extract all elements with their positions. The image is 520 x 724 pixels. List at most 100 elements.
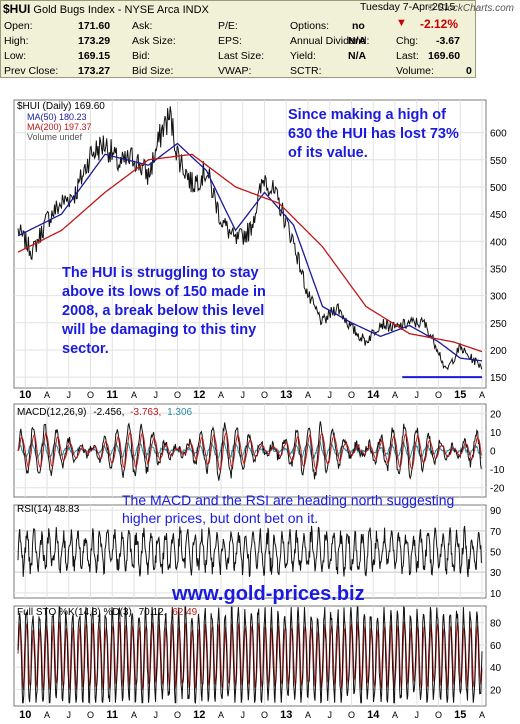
dividend-value: N/A — [348, 35, 367, 47]
x-tick-top-13: A — [305, 390, 311, 400]
x-tick-top-7: O — [174, 390, 181, 400]
y-tick-sto-0: 20 — [490, 685, 502, 696]
x-tick-top-8: 12 — [193, 389, 205, 401]
pe-label: P/E: — [218, 20, 238, 32]
x-tick-bottom-15: O — [348, 710, 355, 720]
volume-value: 0 — [466, 65, 472, 77]
x-tick-top-17: A — [392, 390, 398, 400]
legend-ma50: MA(50) 180.23 — [27, 112, 87, 122]
series-hui-line — [17, 106, 483, 371]
series-rsi-line — [17, 525, 483, 578]
x-tick-bottom-21: A — [479, 710, 485, 720]
x-tick-bottom-19: O — [435, 710, 442, 720]
x-tick-top-3: O — [87, 390, 94, 400]
y-tick-macd-1: -10 — [490, 465, 505, 476]
x-tick-bottom-2: J — [67, 710, 72, 720]
legend-rsi: RSI(14) 48.83 — [17, 504, 80, 515]
vwap-label: VWAP: — [218, 65, 252, 77]
open-label: Open: — [4, 20, 33, 32]
sto-d: 62.49 — [172, 607, 197, 618]
low-value: 169.15 — [78, 50, 111, 62]
x-tick-top-16: 14 — [367, 389, 380, 401]
x-tick-bottom-3: O — [87, 710, 94, 720]
pct-change: -2.12% — [420, 17, 459, 31]
x-tick-top-14: J — [328, 390, 333, 400]
y-tick-price-1: 200 — [490, 346, 507, 357]
legends: $HUI (Daily) 169.60 MA(50) 180.23 MA(200… — [17, 101, 198, 618]
panel-price — [13, 99, 487, 389]
high-label: High: — [4, 35, 29, 47]
y-tick-macd-4: 20 — [490, 409, 502, 420]
x-tick-top-11: O — [261, 390, 268, 400]
series-macd-histogram — [17, 439, 482, 461]
x-tick-top-9: A — [218, 390, 224, 400]
y-tick-price-3: 300 — [490, 292, 507, 303]
tick-labels: 10 10 A A J J O O 11 11 A A J J O O 12 12 A A J J O O 13 13 A A J J O O… — [19, 129, 507, 721]
x-tick-top-20: 15 — [454, 389, 466, 401]
prev-close-value: 173.27 — [78, 65, 111, 77]
x-tick-bottom-4: 11 — [106, 709, 118, 721]
low-label: Low: — [4, 50, 27, 62]
y-tick-rsi-3: 70 — [490, 527, 502, 538]
y-tick-price-9: 600 — [490, 129, 507, 140]
y-tick-price-8: 550 — [490, 156, 507, 167]
y-tick-sto-1: 40 — [490, 663, 502, 674]
last-value: 169.60 — [428, 50, 461, 62]
annotation-left: The HUI is struggling to stay above its … — [62, 265, 266, 357]
index-unit: INDX — [182, 4, 209, 16]
y-tick-sto-3: 80 — [490, 619, 502, 630]
x-tick-bottom-0: 10 — [19, 709, 31, 721]
high-value: 173.29 — [78, 35, 111, 47]
website-link[interactable]: www.gold-prices.biz — [172, 583, 365, 605]
dividend-label: Annual Dividend: — [290, 35, 370, 47]
x-tick-top-12: 13 — [280, 389, 292, 401]
y-tick-price-5: 400 — [490, 237, 507, 248]
x-tick-top-6: J — [154, 390, 159, 400]
x-tick-bottom-14: J — [328, 710, 333, 720]
x-tick-bottom-8: 12 — [193, 709, 205, 721]
x-tick-top-21: A — [479, 390, 485, 400]
y-tick-rsi-4: 90 — [490, 506, 502, 517]
last-label: Last: — [396, 50, 419, 62]
legend-ma200: MA(200) 197.37 — [27, 122, 92, 132]
x-tick-top-2: J — [67, 390, 72, 400]
y-tick-rsi-1: 30 — [490, 568, 502, 579]
ask-size-label: Ask Size: — [132, 35, 176, 47]
sctr-label: SCTR: — [290, 65, 322, 77]
x-tick-bottom-17: A — [392, 710, 398, 720]
watermark: © StockCharts.com — [427, 3, 514, 14]
legend-macd: MACD(12,26,9) -2.456, -3.763, 1.306 — [17, 407, 193, 418]
x-tick-top-5: A — [131, 390, 137, 400]
series-macd-signal — [17, 432, 482, 472]
y-tick-rsi-0: 10 — [490, 589, 502, 600]
y-tick-price-7: 500 — [490, 183, 507, 194]
x-tick-bottom-13: A — [305, 710, 311, 720]
y-tick-macd-2: 0 — [490, 447, 496, 458]
eps-label: EPS: — [218, 35, 242, 47]
chg-label: Chg: — [396, 35, 419, 47]
macd-value-2: -3.763, — [130, 407, 161, 418]
x-tick-bottom-1: A — [44, 710, 50, 720]
x-tick-bottom-11: O — [261, 710, 268, 720]
x-tick-bottom-6: J — [154, 710, 159, 720]
series-macd-line — [17, 421, 482, 481]
quote-date: Tuesday 7-Apr-2015 — [360, 1, 456, 13]
x-tick-bottom-7: O — [174, 710, 181, 720]
annotation-bottom: The MACD and the RSI are heading north s… — [122, 492, 455, 526]
macd-value-3: 1.306 — [167, 407, 192, 418]
y-tick-price-4: 350 — [490, 264, 507, 275]
symbol: $HUI — [3, 2, 31, 16]
series-ma50-line — [17, 142, 483, 362]
series-ma200-line — [17, 153, 483, 353]
x-tick-top-15: O — [348, 390, 355, 400]
y-tick-sto-2: 60 — [490, 641, 502, 652]
y-tick-rsi-2: 50 — [490, 548, 502, 559]
legend-sto: Full STO %K(14,3) %D(3) 70.12, 62.49 — [17, 607, 198, 618]
x-tick-bottom-18: J — [415, 710, 420, 720]
legend-price: $HUI (Daily) 169.60 — [17, 101, 105, 112]
x-tick-top-19: O — [435, 390, 442, 400]
y-tick-macd-0: -20 — [490, 484, 505, 495]
down-arrow-icon: ▼ — [396, 17, 407, 29]
macd-value-1: -2.456, — [93, 407, 124, 418]
bid-size-label: Bid Size: — [132, 65, 174, 77]
